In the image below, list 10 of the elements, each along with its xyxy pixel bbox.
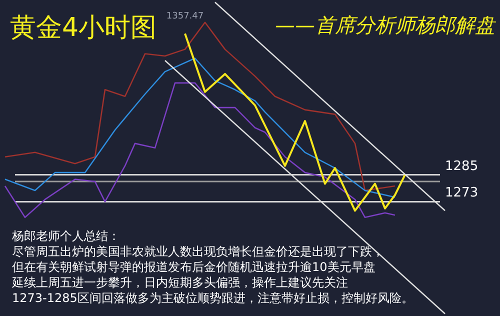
text: ——首席分析师杨郎解盘 bbox=[275, 13, 497, 37]
annotation: 1273-1285区间回落做多为主破位顺势跟进，注意带好止损，控制好风险。 bbox=[12, 291, 414, 305]
annotation: 尽管周五出炉的美国非农就业人数出现负增长但金价还是出现了下跌， bbox=[12, 244, 384, 258]
annotation: 但在有关朝鲜试射导弹的报道发布后金价随机迅速拉升逾10美元早盘 bbox=[12, 260, 376, 274]
annotation: 杨郎老师个人总结： bbox=[11, 229, 120, 243]
annotation: 延续上周五进一步攀升，日内短期多头偏强，操作上建议先关注 bbox=[11, 276, 348, 290]
text: 黄金4小时图 bbox=[10, 13, 157, 43]
annotation: 1357.47 bbox=[166, 12, 204, 22]
ref-line-label: 1285 bbox=[445, 158, 478, 174]
ref-line-label: 1273 bbox=[445, 186, 478, 201]
